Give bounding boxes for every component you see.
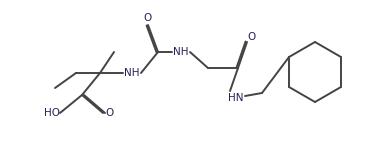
Text: HO: HO bbox=[44, 108, 60, 118]
Text: O: O bbox=[248, 32, 256, 42]
Text: NH: NH bbox=[173, 47, 189, 57]
Text: NH: NH bbox=[124, 68, 140, 78]
Text: HN: HN bbox=[228, 93, 244, 103]
Text: O: O bbox=[106, 108, 114, 118]
Text: O: O bbox=[144, 13, 152, 23]
